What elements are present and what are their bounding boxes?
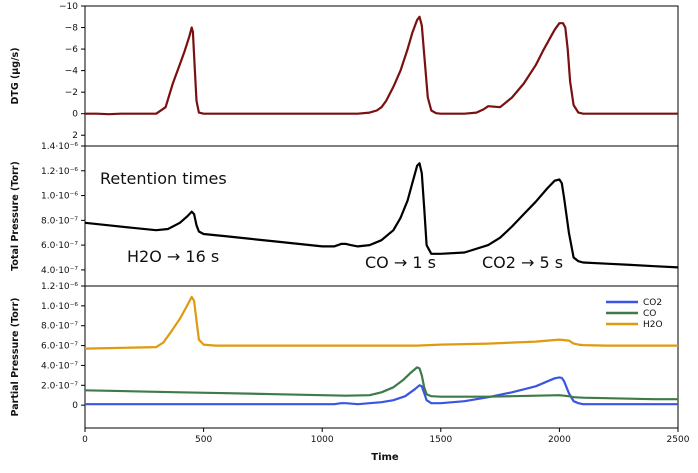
series-line-co — [84, 366, 678, 401]
partial-pressure-panel: 0 2.0·10⁻⁷ 4.0·10⁻⁷ 6.0·10⁻⁷ 8.0·10⁻⁷ 1.0·10⁻… — [10, 282, 690, 445]
y-tick-label: 1.0·10⁻⁶ — [41, 192, 78, 202]
y-tick-label: 1.2·10⁻⁶ — [41, 167, 78, 177]
y-tick-label: 1.2·10⁻⁶ — [41, 282, 78, 292]
x-tick-label: 1500 — [429, 435, 452, 445]
x-axis-label: Time — [371, 452, 399, 463]
y-tick-label: 1.4·10⁻⁶ — [41, 142, 78, 152]
y-tick-label: 1.0·10⁻⁶ — [41, 302, 78, 312]
dtg-panel: −10 −8 −6 −4 −2 0 2 DTG (µg/s) — [10, 2, 679, 147]
y-tick-label: 6.0·10⁻⁷ — [41, 342, 78, 352]
series-line — [85, 15, 678, 116]
legend: CO2 CO H2O — [606, 298, 663, 330]
y-tick-label: 4.0·10⁻⁷ — [41, 266, 78, 276]
y-tick-label: 8.0·10⁻⁷ — [41, 216, 78, 226]
y-tick-label: 2 — [72, 131, 78, 141]
total-pressure-panel: 4.0·10⁻⁷ 6.0·10⁻⁷ 8.0·10⁻⁷ 1.0·10⁻⁶ 1.2·10⁻⁶… — [10, 142, 679, 287]
annotation-retention-times: Retention times — [100, 169, 227, 188]
x-tick-label: 2500 — [667, 435, 690, 445]
y-tick-label: −10 — [59, 2, 78, 12]
y-tick-label: −8 — [65, 24, 79, 34]
x-tick-label: 1000 — [311, 435, 334, 445]
panel-frame — [84, 5, 679, 147]
annotation-co: CO → 1 s — [365, 253, 436, 272]
legend-label-co2: CO2 — [643, 298, 662, 308]
y-tick-label: 6.0·10⁻⁷ — [41, 241, 78, 251]
y-tick-label: 2.0·10⁻⁷ — [41, 381, 78, 391]
annotation-h2o: H2O → 16 s — [127, 247, 219, 266]
legend-label-h2o: H2O — [643, 320, 663, 330]
annotation-co2: CO2 → 5 s — [482, 253, 563, 272]
y-tick-label: 0 — [72, 110, 78, 120]
panel-frame — [84, 285, 679, 429]
y-tick-label: −4 — [65, 67, 79, 77]
series-line — [84, 162, 679, 269]
y-tick-label: 0 — [72, 401, 78, 411]
x-tick-label: 0 — [82, 435, 88, 445]
y-tick-label: 4.0·10⁻⁷ — [41, 361, 78, 371]
y-axis-label: Partial Pressure (Torr) — [10, 298, 21, 417]
y-tick-label: −2 — [65, 88, 78, 98]
y-axis-label: DTG (µg/s) — [10, 47, 21, 104]
series-line-h2o — [84, 295, 678, 350]
series-line-co2 — [85, 376, 678, 406]
y-tick-label: 8.0·10⁻⁷ — [41, 322, 78, 332]
x-tick-label: 2000 — [548, 435, 571, 445]
y-tick-label: −6 — [65, 45, 79, 55]
x-tick-label: 500 — [195, 435, 212, 445]
legend-label-co: CO — [643, 309, 656, 319]
y-axis-label: Total Pressure (Torr) — [10, 161, 21, 271]
